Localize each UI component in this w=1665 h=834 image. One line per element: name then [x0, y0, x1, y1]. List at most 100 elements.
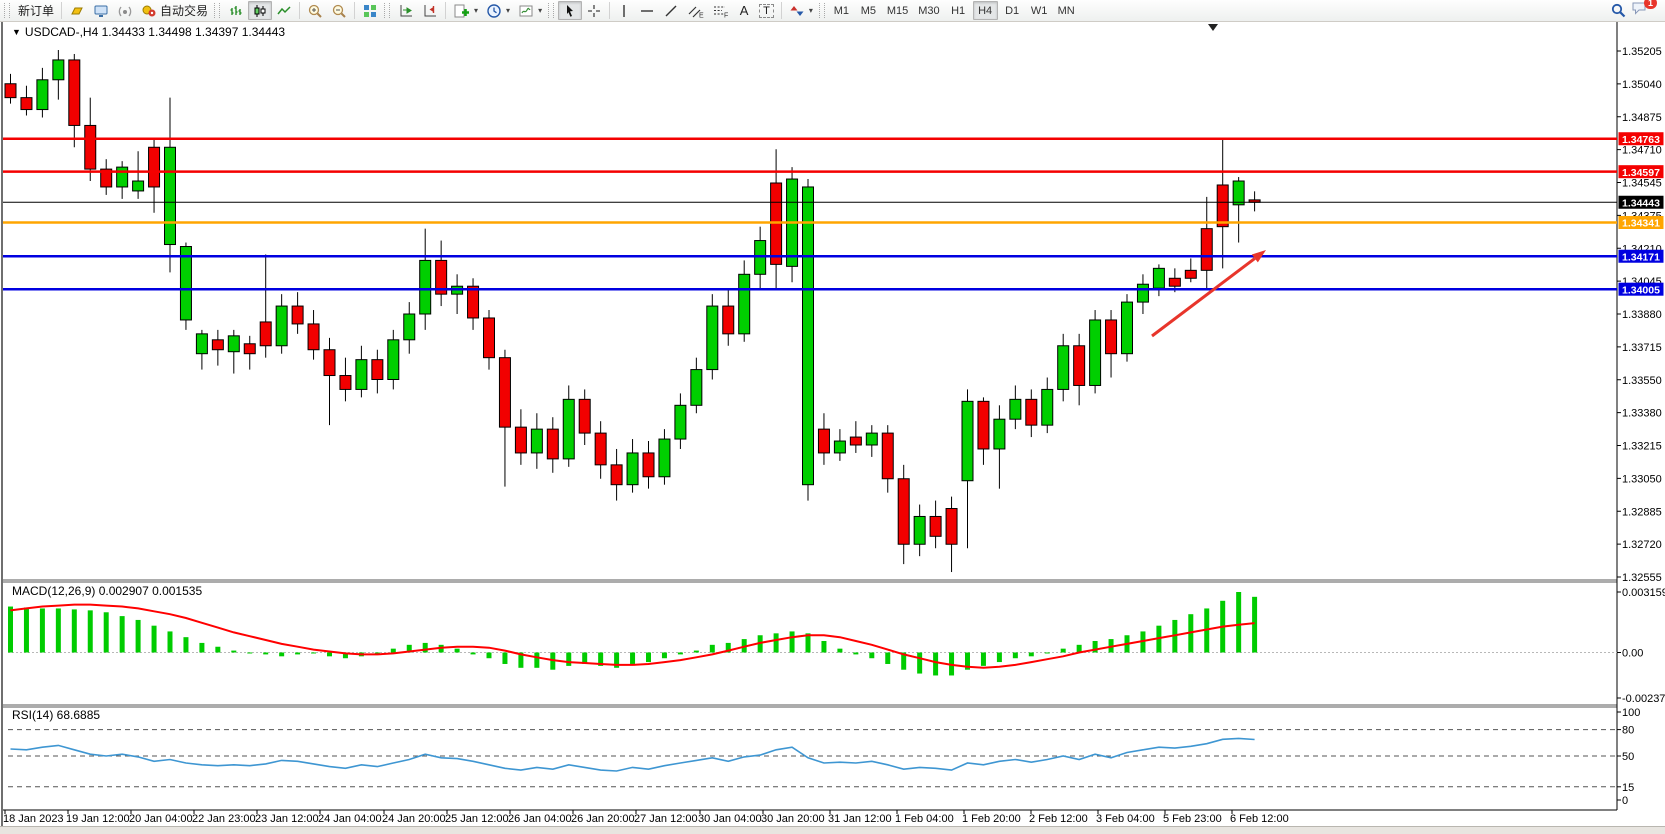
periods-button[interactable]: ▾: [482, 1, 514, 20]
toolbar-separator: [354, 2, 356, 19]
trendline-tool-button[interactable]: [659, 1, 683, 20]
macd-histogram-bar: [518, 652, 524, 668]
timeframe-H4[interactable]: H4: [972, 1, 998, 20]
tile-windows-button[interactable]: [358, 1, 382, 20]
candlestick: [259, 321, 272, 347]
fibonacci-icon: F: [712, 3, 729, 19]
macd-histogram-bar: [167, 631, 173, 653]
dropdown-caret-icon[interactable]: ▾: [506, 6, 511, 15]
gold-chart-button[interactable]: [65, 1, 89, 20]
dropdown-caret-icon[interactable]: ▾: [808, 6, 813, 15]
timeframe-MN[interactable]: MN: [1054, 1, 1079, 20]
zoom-out-icon: [331, 3, 347, 19]
candlestick: [945, 508, 958, 545]
zoom-out-button[interactable]: [327, 1, 351, 20]
chart-shift-icon: [398, 3, 414, 19]
candlestick: [100, 168, 113, 188]
trend-arrow-shaft[interactable]: [1151, 257, 1256, 338]
toolbar-grip[interactable]: [214, 3, 221, 18]
macd-histogram-bar: [1012, 652, 1018, 659]
macd-histogram-bar: [279, 652, 285, 657]
time-axis-label: 18 Jan 2023: [3, 813, 64, 825]
timeframe-M1[interactable]: M1: [829, 1, 854, 20]
time-axis-label: 24 Jan 20:00: [382, 813, 446, 825]
timeframe-M15[interactable]: M15: [883, 1, 912, 20]
timeframe-D1[interactable]: D1: [1000, 1, 1025, 20]
search-button[interactable]: [1606, 1, 1631, 20]
rsi-line: [10, 737, 1255, 772]
dropdown-caret-icon[interactable]: ▾: [538, 6, 543, 15]
text-label-tool-button[interactable]: T: [755, 1, 778, 20]
timeframe-W1[interactable]: W1: [1027, 1, 1052, 20]
trend-arrow-head[interactable]: [1251, 250, 1266, 263]
bar-chart-icon: [228, 3, 244, 19]
time-axis-label: 1 Feb 04:00: [895, 813, 954, 825]
macd-histogram-bar: [486, 652, 492, 659]
auto-scroll-button[interactable]: [418, 1, 442, 20]
time-axis-label: 1 Feb 20:00: [962, 813, 1021, 825]
dropdown-caret-icon[interactable]: ▾: [474, 6, 479, 15]
timeframe-H1[interactable]: H1: [946, 1, 971, 20]
macd-histogram-bar: [677, 652, 683, 655]
terminal-button[interactable]: [89, 1, 113, 20]
candlestick: [578, 398, 591, 434]
toolbar-grip[interactable]: [818, 3, 825, 18]
price-tick-label: 1.33215: [1622, 441, 1662, 453]
macd-histogram-bar: [23, 607, 29, 653]
line-chart-button[interactable]: [272, 1, 296, 20]
macd-histogram-bar: [837, 648, 843, 653]
candlestick: [881, 432, 894, 480]
timeframe-M30[interactable]: M30: [914, 1, 943, 20]
candlestick-chart-button[interactable]: [248, 1, 273, 20]
zoom-in-button[interactable]: [303, 1, 327, 20]
horizontal-line-icon: [639, 3, 655, 19]
cursor-tool-button[interactable]: [558, 1, 583, 20]
window-bottom-strip: [0, 826, 1665, 834]
toolbar-separator: [445, 2, 447, 19]
time-axis-label: 3 Feb 04:00: [1096, 813, 1155, 825]
text-tool-button[interactable]: A: [733, 1, 755, 20]
macd-histogram-bar: [502, 652, 508, 664]
candlestick: [977, 400, 990, 450]
vertical-line-tool-button[interactable]: [613, 1, 635, 20]
price-badge-label: 1.34763: [1622, 134, 1660, 146]
candlestick: [339, 375, 352, 390]
macd-histogram-bar: [566, 652, 572, 666]
macd-histogram-bar: [311, 652, 317, 654]
indicators-button[interactable]: ▾: [449, 1, 482, 20]
macd-histogram-bar: [327, 652, 332, 657]
toolbar-grip[interactable]: [548, 3, 555, 18]
macd-histogram-bar: [630, 652, 636, 664]
price-tick-label: 1.32720: [1622, 539, 1662, 551]
candlestick: [323, 349, 336, 377]
signals-button[interactable]: [113, 1, 137, 20]
chart-shift-button[interactable]: [394, 1, 418, 20]
price-tick-label: 1.34710: [1622, 145, 1662, 157]
candlestick: [690, 369, 703, 406]
svg-text:F: F: [724, 12, 728, 19]
candlestick: [674, 404, 687, 440]
candlestick: [738, 273, 751, 335]
crosshair-tool-button[interactable]: [582, 1, 606, 20]
templates-button[interactable]: ▾: [514, 1, 546, 20]
channel-tool-button[interactable]: E: [683, 1, 708, 20]
candlestick: [1121, 301, 1133, 355]
horizontal-line-tool-button[interactable]: [635, 1, 659, 20]
price-badge: [1618, 215, 1664, 229]
auto-trading-button[interactable]: 自动交易: [137, 1, 212, 20]
new-order-button[interactable]: 新订单: [14, 1, 58, 20]
timeframe-M5[interactable]: M5: [856, 1, 881, 20]
notifications-button[interactable]: 1: [1631, 0, 1657, 21]
toolbar-grip[interactable]: [384, 3, 391, 18]
time-axis-label: 2 Feb 12:00: [1029, 813, 1088, 825]
bar-chart-button[interactable]: [224, 1, 248, 20]
candlestick: [387, 339, 400, 381]
arrows-tool-button[interactable]: ▾: [785, 1, 817, 20]
candlestick: [1136, 283, 1149, 303]
macd-histogram-bar: [614, 652, 620, 668]
fibonacci-tool-button[interactable]: F: [708, 1, 733, 20]
toolbar-grip[interactable]: [4, 3, 10, 18]
rsi-axis-label: 50: [1622, 751, 1634, 763]
auto-scroll-icon: [422, 3, 438, 19]
